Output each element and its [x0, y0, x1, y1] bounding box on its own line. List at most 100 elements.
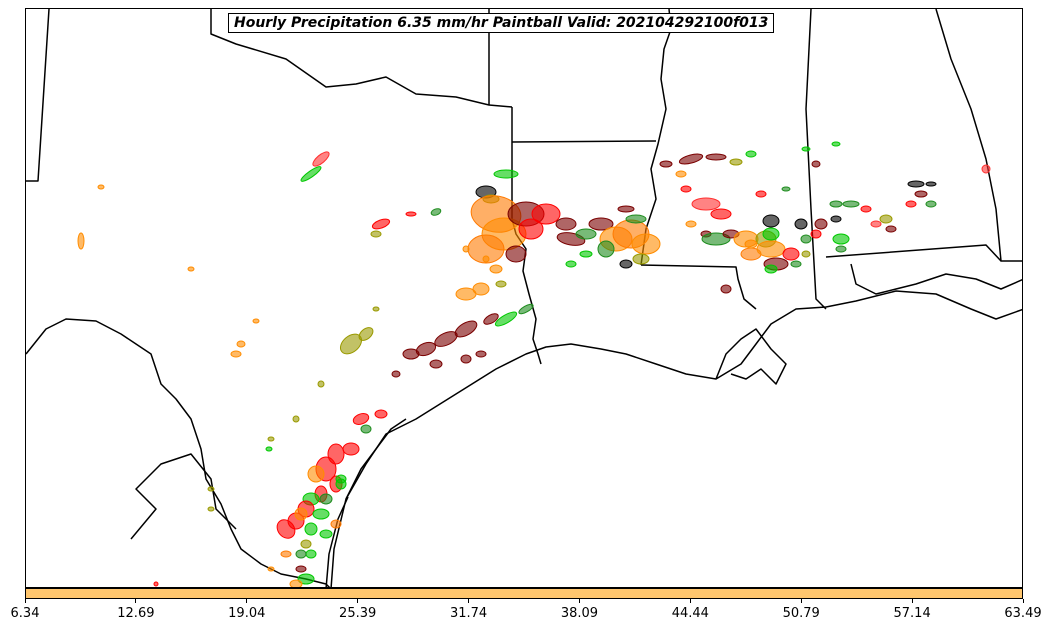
colorbar-tick-label: 44.44: [671, 606, 709, 621]
precip-paintball: [907, 180, 925, 188]
precip-paintball: [860, 205, 872, 213]
precip-paintball: [729, 158, 743, 166]
precip-paintball: [295, 565, 307, 573]
precip-paintball: [292, 415, 300, 423]
state-border-ms-al: [805, 9, 827, 310]
colorbar-tick: [578, 599, 580, 603]
precip-paintball: [294, 507, 308, 521]
colorbar-tick-label: 6.34: [10, 606, 40, 621]
mexico-state-line: [130, 453, 237, 540]
precip-paintball: [619, 259, 633, 269]
precip-paintball: [330, 519, 342, 529]
precip-paintball: [187, 266, 195, 272]
precip-paintball: [207, 486, 215, 492]
precip-paintball: [814, 218, 828, 230]
precip-paintball: [831, 141, 841, 147]
precip-paintball: [800, 234, 812, 244]
gulf-coastline: [330, 290, 1022, 587]
precip-paintball: [489, 264, 503, 274]
precip-paintball: [981, 164, 991, 174]
precip-paintball: [832, 233, 850, 245]
colorbar-tick-label: 31.74: [449, 606, 488, 621]
barrier-island-south: [325, 496, 349, 587]
precip-paintball: [762, 227, 780, 241]
precip-paintball: [495, 280, 507, 288]
precip-paintball: [402, 348, 420, 360]
colorbar-tick-label: 50.79: [782, 606, 820, 621]
precip-paintball: [625, 214, 647, 224]
state-border-nm-tx: [26, 9, 50, 182]
precip-paintball: [372, 306, 380, 312]
precip-paintball: [280, 550, 292, 558]
precip-paintball: [207, 506, 215, 512]
precip-paintball: [565, 260, 577, 268]
precip-paintball: [879, 214, 893, 224]
precip-paintball: [230, 350, 242, 358]
precip-paintball: [462, 245, 470, 253]
precip-paintball: [371, 218, 391, 230]
state-border-al-ga: [935, 9, 1022, 262]
colorbar-tick: [468, 599, 470, 603]
precip-paintball: [744, 239, 758, 249]
precip-paintball: [835, 245, 847, 253]
panhandle-coast: [850, 263, 1022, 295]
precip-paintball: [429, 359, 443, 369]
colorbar-tick: [135, 599, 137, 603]
colorbar-tick: [911, 599, 913, 603]
precip-paintball: [691, 197, 721, 211]
colorbar-tick-label: 57.14: [893, 606, 931, 621]
precip-paintball: [518, 303, 534, 315]
state-border-ar-la: [511, 140, 657, 143]
precip-paintball: [588, 217, 614, 231]
precip-paintball: [905, 200, 917, 208]
colorbar-tick-label: 25.39: [339, 606, 377, 621]
precip-paintball: [631, 233, 661, 255]
colorbar-tick-label: 12.69: [117, 606, 155, 621]
precip-paintball: [801, 250, 811, 258]
precip-paintball: [745, 150, 757, 158]
precip-paintball: [267, 436, 275, 442]
precip-paintball: [555, 217, 577, 231]
colorbar-tick: [1022, 599, 1024, 603]
precip-paintball: [97, 184, 105, 190]
precip-paintball: [153, 581, 159, 587]
precip-paintball: [755, 190, 767, 198]
precip-paintball: [300, 166, 322, 182]
precip-paintball: [680, 185, 692, 193]
precip-paintball: [597, 240, 615, 258]
precip-paintball: [370, 230, 382, 238]
colorbar-tick: [800, 599, 802, 603]
precip-paintball: [617, 205, 635, 213]
colorbar-tick: [689, 599, 691, 603]
precip-paintball: [304, 522, 318, 536]
precip-paintball: [518, 218, 544, 240]
colorbar-tick: [246, 599, 248, 603]
precip-paintball: [236, 340, 246, 348]
precip-paintball: [830, 215, 842, 223]
precip-paintball: [77, 232, 85, 250]
precip-paintball: [575, 228, 597, 240]
precip-paintball: [276, 519, 296, 539]
state-border-fl-panhandle: [825, 244, 1002, 262]
precip-paintball: [782, 247, 800, 261]
precip-paintball: [297, 573, 315, 585]
precip-paintball: [685, 220, 697, 228]
precip-paintball: [925, 200, 937, 208]
colorbar-tick: [24, 599, 26, 603]
precip-paintball: [790, 260, 802, 268]
barrier-island-tx: [345, 418, 407, 500]
precip-paintball: [705, 153, 727, 161]
precip-paintball: [300, 539, 312, 549]
precip-paintball: [885, 225, 897, 233]
precip-paintball: [252, 318, 260, 324]
precip-paintball: [391, 370, 401, 378]
map-panel: [25, 8, 1023, 588]
precip-paintball: [342, 442, 360, 456]
precip-paintball: [430, 208, 442, 216]
precip-paintball: [810, 229, 822, 239]
precip-paintball: [756, 240, 786, 258]
colorbar-tick-label: 63.49: [1004, 606, 1042, 621]
precip-paintball: [265, 446, 273, 452]
precip-paintball: [295, 549, 307, 559]
state-border-mississippi-river: [640, 9, 672, 266]
